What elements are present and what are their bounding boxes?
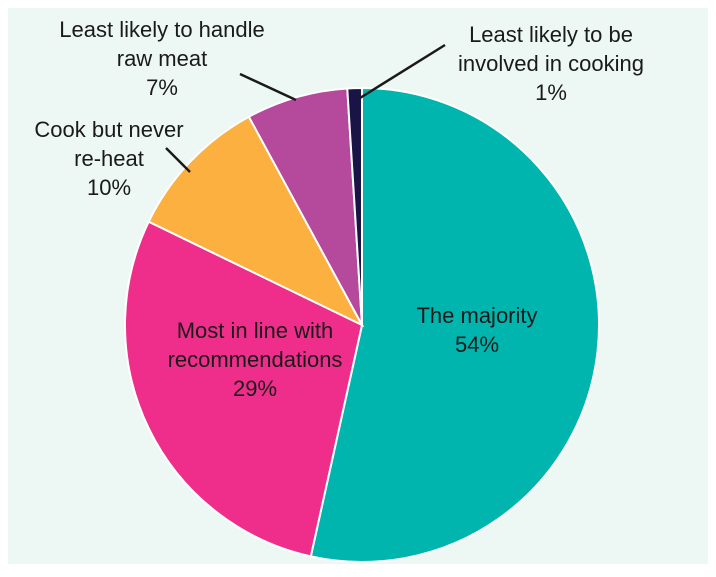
pie-slice-3 <box>147 115 365 328</box>
leader-lines <box>165 43 446 173</box>
slice-value-label: 54% <box>455 332 499 357</box>
slice-label-line: Least likely to handle <box>59 17 264 42</box>
slice-label-line: re-heat <box>74 146 144 171</box>
pie-slice-4 <box>247 87 363 326</box>
pie-slice-1 <box>309 86 600 563</box>
slice-label-line: Cook but never <box>34 117 183 142</box>
slice-label-line: Least likely to be <box>469 22 633 47</box>
slice-label-5: Least likely to be involved in cooking 1% <box>458 22 644 105</box>
pie-slice-5 <box>346 86 363 326</box>
pie-slice-2 <box>124 220 364 558</box>
slice-value-label: 7% <box>146 75 178 100</box>
leader-line-5 <box>359 43 446 100</box>
slice-labels: The majority 54% Most in line with recommen… <box>34 17 644 401</box>
leader-line-4 <box>239 72 297 102</box>
leader-line-3 <box>165 147 191 173</box>
slice-label-4: Least likely to handle raw meat 7% <box>59 17 264 100</box>
slice-label-line: raw meat <box>117 46 207 71</box>
slice-value-label: 10% <box>87 175 131 200</box>
slice-label-line: recommendations <box>168 347 343 372</box>
slice-label-3: Cook but never re-heat 10% <box>34 117 183 200</box>
slice-label-2: Most in line with recommendations 29% <box>168 318 343 401</box>
pie-slices <box>124 86 600 563</box>
slice-label-line: involved in cooking <box>458 51 644 76</box>
slice-value-label: 1% <box>535 80 567 105</box>
slice-label-line: The majority <box>416 303 537 328</box>
slice-label-line: Most in line with <box>177 318 334 343</box>
slice-value-label: 29% <box>233 376 277 401</box>
slice-label-1: The majority 54% <box>416 303 537 357</box>
